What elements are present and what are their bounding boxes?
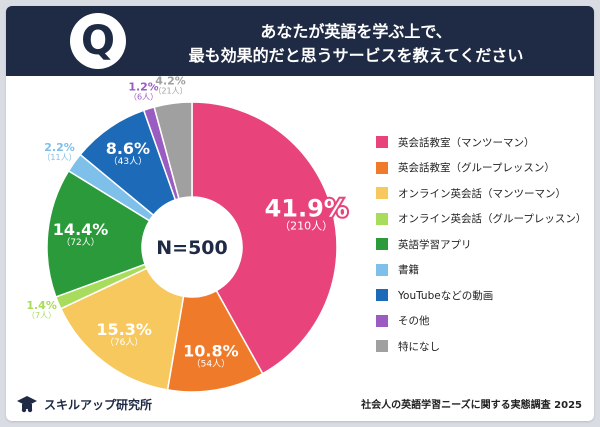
legend-item: YouTubeなどの動画 [376,287,586,303]
legend-item: 書籍 [376,262,586,278]
legend-item: 英会話教室（グループレッスン） [376,160,586,176]
slice-8-percent-label: 1.2% [128,80,159,93]
legend-item: その他 [376,313,586,329]
slice-4-percent-label: 1.4% [26,299,57,312]
legend-item: オンライン英会話（マンツーマン） [376,185,586,201]
slice-1-percent-label: 41.9% [265,194,348,222]
legend-label: 特になし [398,340,440,353]
slice-3-wedge [59,267,185,391]
chart-legend: 英会話教室（マンツーマン） 英会話教室（グループレッスン） オンライン英会話（マンツ… [376,134,586,364]
question-header: Q あなたが英語を学ぶ上で、 最も効果的だと思うサービスを教えてください [6,6,594,76]
legend-label: 書籍 [398,264,419,276]
slice-4-count-label: （7人） [27,311,56,320]
legend-item: オンライン英会話（グループレッスン） [376,211,586,227]
legend-swatch [376,340,388,352]
slice-9-wedge [153,101,193,200]
slice-9-count-label: （21人） [153,86,187,95]
slice-2-count-label: （54人） [192,358,230,369]
legend-swatch [376,238,388,250]
slice-3-percent-label: 15.3% [96,320,152,339]
graduation-cap-icon [17,396,37,413]
donut-chart: 41.9%（210人） 10.8%（54人） 15.3%（76人） 1.4%（7人） 1… [25,76,350,393]
legend-label: 英会話教室（グループレッスン） [398,162,555,174]
legend-swatch [376,187,388,199]
question-title-line2: 最も効果的だと思うサービスを教えてください [188,46,524,65]
legend-label: その他 [398,315,430,327]
slice-5-wedge [46,169,151,298]
legend-item: 英会話教室（マンツーマン） [376,134,586,150]
legend-swatch [376,161,388,174]
slice-2-percent-label: 10.8% [183,341,239,360]
brand-logo: スキルアップ研究所 [16,395,152,413]
slice-7-percent-label: 8.6% [106,139,150,158]
slice-1-wedge [191,101,338,375]
legend-label: オンライン英会話（マンツーマン） [398,187,566,200]
slice-7-count-label: （43人） [109,156,147,167]
legend-swatch [376,136,388,148]
slice-3-count-label: （76人） [105,337,143,348]
survey-source: 社会人の英語学習ニーズに関する実態調査 2025 [361,400,582,411]
legend-item: 特になし [376,338,586,354]
legend-swatch [376,314,388,327]
slice-5-percent-label: 14.4% [53,220,109,239]
slice-9-percent-label: 4.2% [155,76,186,87]
legend-item: 英語学習アプリ [376,236,586,252]
question-title-line1: あなたが英語を学ぶ上で、 [260,22,452,41]
legend-label: YouTubeなどの動画 [398,289,494,302]
chart-card: Q あなたが英語を学ぶ上で、 最も効果的だと思うサービスを教えてください 41.… [6,6,594,421]
legend-label: 英会話教室（マンツーマン） [398,136,535,149]
legend-swatch [376,263,388,276]
slice-8-count-label: （6人） [129,92,158,101]
legend-swatch [376,212,388,225]
q-badge: Q [70,13,126,69]
legend-label: オンライン英会話（グループレッスン） [398,213,587,225]
slice-6-percent-label: 2.2% [44,141,75,154]
legend-swatch [376,289,388,301]
slice-6-count-label: （11人） [42,153,76,162]
slice-1-count-label: （210人） [279,219,333,232]
slice-5-count-label: （72人） [61,237,99,248]
legend-label: 英語学習アプリ [398,238,472,251]
brand-name: スキルアップ研究所 [44,397,153,412]
sample-size-label: N=500 [156,237,227,259]
